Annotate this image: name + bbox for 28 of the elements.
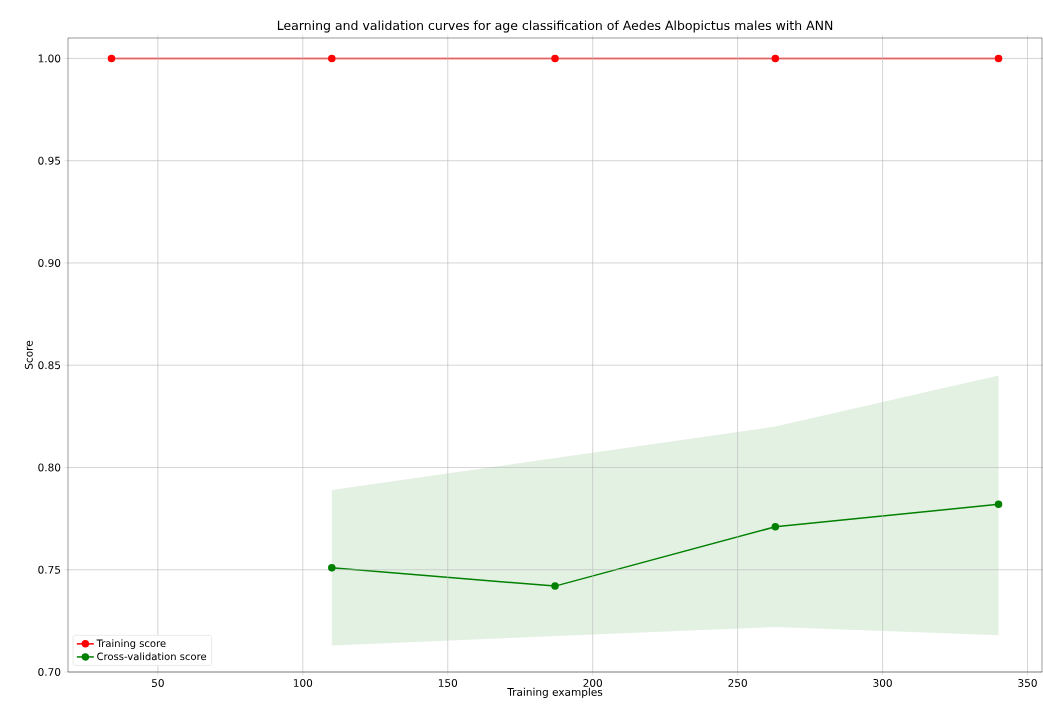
legend-label: Cross-validation score <box>97 652 207 661</box>
point <box>107 54 116 63</box>
point <box>771 54 780 63</box>
x-tick-label: 300 <box>873 679 892 687</box>
point <box>328 54 336 63</box>
point <box>994 500 1003 509</box>
y-tick-label: 0.75 <box>38 565 61 574</box>
y-tick-label: 1.00 <box>38 54 61 63</box>
x-tick-label: 200 <box>583 679 603 687</box>
point <box>551 582 559 590</box>
x-tick-label: 50 <box>152 679 164 687</box>
x-tick-label: 150 <box>438 679 458 687</box>
chart-title: Learning and validation curves for age classification of Aedes Albopictus males with ANN <box>277 20 833 33</box>
point <box>994 54 1003 63</box>
x-tick-label: 350 <box>1018 679 1037 687</box>
x-tick-label: 250 <box>728 679 747 687</box>
legend-label: Training score <box>96 639 166 649</box>
y-tick-label: 0.90 <box>38 258 61 267</box>
y-tick-label: 0.80 <box>38 463 61 472</box>
point <box>771 523 780 531</box>
point <box>551 54 559 63</box>
x-tick-label: 100 <box>293 679 313 687</box>
y-tick-label: 0.70 <box>38 668 61 676</box>
point <box>328 563 336 572</box>
y-axis-title: Score <box>24 340 33 370</box>
x-axis-title: Training examples <box>507 687 603 698</box>
y-tick-label: 0.95 <box>38 156 61 165</box>
y-tick-label: 0.85 <box>38 361 61 370</box>
